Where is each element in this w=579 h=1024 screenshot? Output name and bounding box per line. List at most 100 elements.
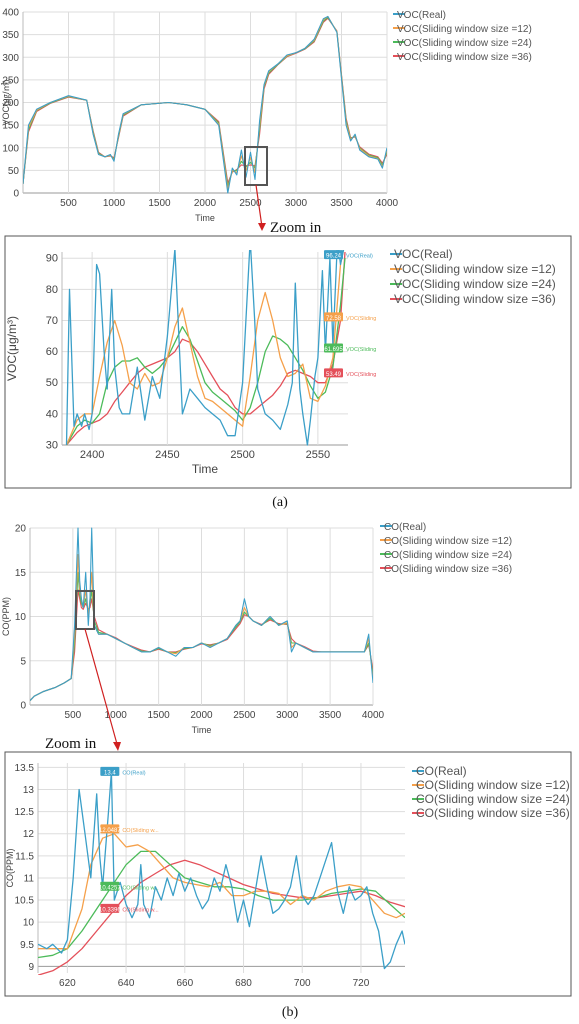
value-flag-number: 72.58 [326,316,342,322]
y-tick-label: 100 [2,143,19,154]
y-tick-label: 250 [2,75,19,86]
value-flag-number: 10.4257 [99,885,121,891]
y-tick-label: 350 [2,30,19,41]
x-tick-label: 2500 [230,449,254,461]
y-tick-label: 10.5 [15,896,35,907]
legend-label: CO(Sliding window size =12) [416,778,570,792]
x-tick-label: 2000 [190,710,213,721]
legend-label: VOC(Real) [397,10,446,21]
voc-zoom-panel-frame [4,235,572,489]
y-tick-label: 11.5 [15,851,34,862]
y-tick-label: 0 [20,701,26,712]
voc-zoom-arrow [255,184,263,228]
series-line-real [30,527,373,701]
legend-label: CO(Real) [416,764,467,778]
value-flag-number: 10.3396 [99,907,121,913]
series-line-w36 [38,859,405,975]
y-tick-label: 12.5 [15,807,35,818]
legend-label: CO(Sliding window size =12) [384,536,512,547]
x-tick-label: 720 [353,978,370,989]
co-zoom-panel-frame [4,751,572,997]
value-flag-number: 96.24 [326,254,342,260]
y-axis-title: VOC(㎍/㎥) [1,79,12,125]
x-tick-label: 1000 [103,198,126,209]
y-tick-label: 0 [13,189,19,200]
zoom-label-a: Zoom in [270,220,322,236]
value-flag-number: 61.695 [324,347,343,353]
x-axis-title: Time [192,462,219,476]
zoom-label-b: Zoom in [45,736,97,752]
x-tick-label: 700 [294,978,311,989]
co-zoom-arrowhead [113,742,121,751]
series-line-real [23,15,387,194]
x-tick-label: 4000 [362,710,385,721]
legend-label: VOC(Sliding window size =24) [394,277,556,291]
x-tick-label: 500 [60,198,77,209]
y-tick-label: 300 [2,53,19,64]
y-tick-label: 10 [15,612,27,623]
x-tick-label: 680 [235,978,252,989]
voc-overview-chart: 0 50 100 150 200 250 300 350 400 500 1000 1500 2000 2… [1,8,532,224]
legend-label: CO(Sliding window size =24) [384,550,512,561]
value-flag-w12: 12.0487 CO(Sliding w... [99,824,159,834]
series-line-w24 [38,850,405,959]
legend-label: CO(Sliding window size =36) [416,806,570,820]
value-flag-label: CO(Real) [122,770,145,776]
x-tick-label: 1500 [148,710,171,721]
y-tick-label: 12 [23,829,35,840]
y-axis-title: CO(PPM) [5,849,15,888]
x-tick-label: 3500 [330,198,353,209]
y-tick-label: 70 [46,315,58,327]
y-tick-label: 50 [8,166,20,177]
value-flag-w24: 61.695 VOC(Sliding [324,343,376,353]
co-zoom-arrow [84,628,118,745]
y-tick-label: 20 [15,524,27,535]
value-flag-label: VOC(Real) [346,254,373,260]
series-line-w12 [38,833,405,950]
x-tick-label: 1000 [105,710,128,721]
series-line-w36 [66,251,346,446]
legend-label: VOC(Sliding window size =36) [397,52,532,63]
y-tick-label: 40 [46,408,58,420]
value-flag-w24: 10.4257 CO(Sliding w... [99,881,159,891]
legend-label: VOC(Real) [394,247,453,261]
legend-label: CO(Real) [384,522,426,533]
y-tick-label: 50 [46,377,58,389]
y-tick-label: 11 [24,873,35,884]
series-line-w36 [30,589,373,701]
series-line-w12 [65,250,345,446]
y-tick-label: 90 [46,253,58,265]
value-flag-number: 53.49 [326,372,342,378]
value-flag-w12: 72.58 VOC(Sliding [324,312,376,322]
x-tick-label: 3000 [285,198,308,209]
y-tick-label: 13 [23,785,35,796]
x-tick-label: 2000 [194,198,217,209]
value-flag-label: VOC(Sliding [346,372,376,378]
y-tick-label: 10 [23,918,35,929]
y-tick-label: 9 [28,962,34,973]
x-tick-label: 2450 [155,449,179,461]
caption-a: (a) [272,495,288,510]
x-axis-title: Time [192,725,212,735]
value-flag-label: CO(Sliding w... [122,907,159,913]
y-tick-label: 60 [46,346,58,358]
y-tick-label: 80 [46,284,58,296]
y-axis-title: CO(PPM) [1,597,11,636]
co-zoom-chart: 9 9.5 10 10.5 11 11.5 12 12.5 13 13.5 620 640 660 680… [5,763,570,989]
y-tick-label: 400 [2,8,19,19]
series-line-w24 [65,258,346,446]
value-flag-number: 13.4 [104,770,116,776]
legend-label: CO(Sliding window size =24) [416,792,570,806]
value-flag-label: VOC(Sliding [346,316,376,322]
series-line-real [65,250,345,446]
y-tick-label: 5 [20,656,26,667]
x-tick-label: 2500 [233,710,256,721]
y-tick-label: 200 [2,98,19,109]
value-flag-w36: 10.3396 CO(Sliding w... [99,903,159,913]
legend-label: VOC(Sliding window size =12) [397,24,532,35]
voc-zoom-arrowhead [258,223,266,231]
x-tick-label: 500 [65,710,82,721]
y-tick-label: 150 [2,121,19,132]
y-axis-title: VOC(μg/m³) [5,316,19,381]
